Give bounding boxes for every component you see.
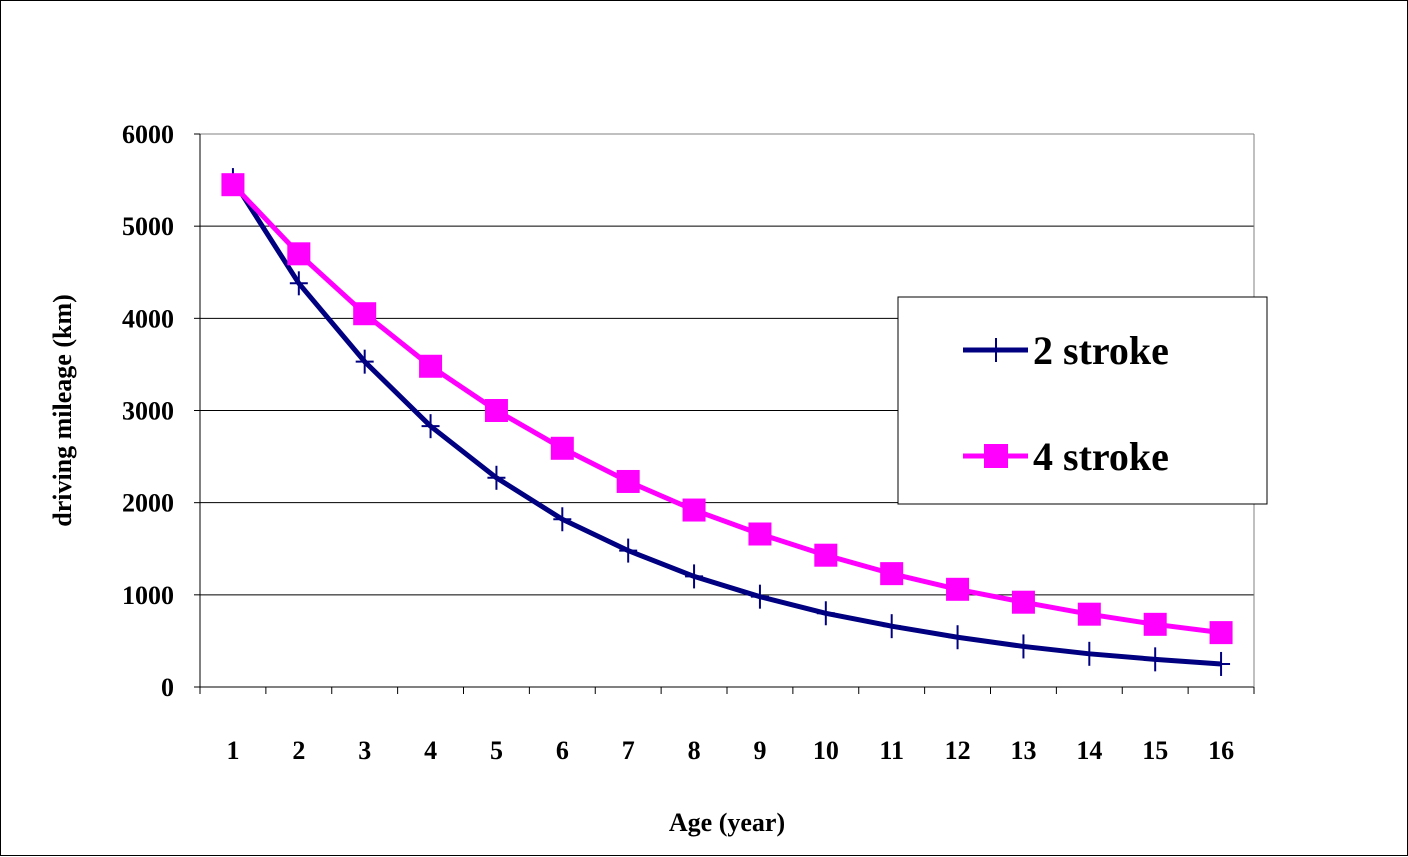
y-tick-label: 3000 [122,397,174,426]
data-point [1143,612,1167,636]
x-tick-label: 2 [292,736,305,765]
x-tick-label: 5 [490,736,503,765]
legend-marker [984,444,1008,468]
data-point [421,414,440,439]
data-point [287,242,311,266]
data-point [1077,602,1101,626]
data-point [880,562,904,586]
x-tick-label: 1 [226,736,239,765]
data-point [419,354,443,378]
x-tick-label: 14 [1076,736,1102,765]
y-tick-label: 4000 [122,304,174,333]
data-point [1080,641,1099,666]
series-line-1 [230,178,1222,667]
x-tick-label: 9 [753,736,766,765]
x-tick-label: 16 [1208,736,1234,765]
data-point [616,469,640,493]
legend-box [897,296,1268,505]
data-point [682,498,706,522]
y-tick-label: 1000 [122,581,174,610]
x-tick-label: 3 [358,736,371,765]
x-tick-label: 8 [688,736,701,765]
y-tick-label: 6000 [122,120,174,149]
data-point [948,625,967,650]
x-tick-label: 13 [1010,736,1036,765]
x-tick-label: 10 [813,736,839,765]
data-point [221,173,245,197]
data-point [814,543,838,567]
x-tick-label: 6 [556,736,569,765]
data-point [550,436,574,460]
y-tick-label: 5000 [122,212,174,241]
x-tick-label: 15 [1142,736,1168,765]
data-point [1209,621,1233,645]
x-tick-label: 4 [424,736,437,765]
y-tick-label: 2000 [122,489,174,518]
legend-label: 4 stroke [1033,434,1169,479]
series-line-2 [231,182,1222,636]
data-point [685,564,704,589]
legend-label: 2 stroke [1033,328,1169,373]
data-point [816,601,835,626]
data-point [1146,647,1165,672]
y-axis-title: driving mileage (km) [48,294,77,527]
data-point [353,302,377,326]
data-point [619,538,638,563]
data-point [487,465,506,490]
data-point [1212,651,1231,676]
data-point [1014,634,1033,659]
x-tick-label: 7 [622,736,635,765]
data-point [289,271,308,296]
data-point [750,584,769,609]
data-point [553,507,572,532]
data-point [355,349,374,374]
y-tick-label: 0 [161,673,174,702]
data-point [1011,590,1035,614]
data-point [484,399,508,422]
x-tick-label: 12 [945,736,971,765]
data-point [946,577,970,601]
x-axis-title: Age (year) [669,808,785,837]
data-point [882,614,901,639]
x-tick-label: 11 [879,736,904,765]
data-point [748,522,772,546]
